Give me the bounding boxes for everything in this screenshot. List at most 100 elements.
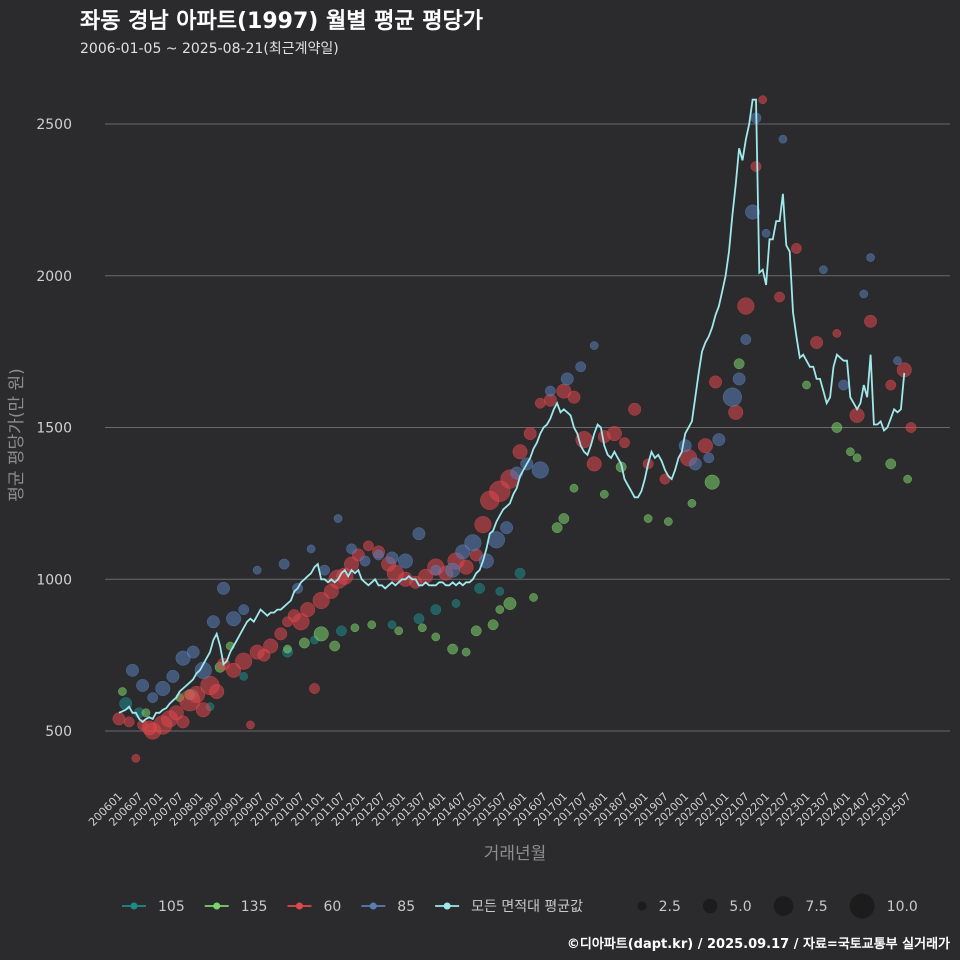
- point-85: [838, 379, 849, 391]
- point-105: [451, 599, 461, 608]
- legend-label: 105: [158, 899, 185, 915]
- point-60: [864, 314, 878, 328]
- y-grid: [105, 123, 950, 732]
- point-105: [387, 620, 397, 630]
- y-axis-label: 평균 평당가(만 원): [7, 368, 27, 502]
- point-85: [306, 544, 316, 554]
- point-85: [385, 551, 399, 565]
- point-60: [697, 438, 713, 454]
- x-axis-label: 거래년월: [484, 844, 547, 864]
- point-85: [531, 461, 549, 479]
- point-135: [394, 626, 404, 636]
- point-85: [740, 334, 752, 345]
- point-135: [551, 522, 563, 534]
- point-135: [599, 489, 609, 499]
- point-135: [431, 632, 441, 642]
- point-85: [445, 562, 461, 578]
- point-60: [523, 427, 537, 441]
- point-85: [136, 679, 150, 692]
- legend-label: 모든 면적대 평균값: [471, 899, 583, 915]
- legend: 105 135 60 85 모든 면적대 평균값: [122, 899, 583, 915]
- point-85: [359, 555, 371, 567]
- point-85: [206, 615, 220, 629]
- point-60: [187, 686, 206, 704]
- point-135: [903, 474, 912, 484]
- point-85: [575, 361, 587, 373]
- point-60: [791, 243, 802, 254]
- point-85: [333, 514, 343, 523]
- point-135: [329, 640, 341, 652]
- point-105: [239, 672, 249, 681]
- point-60: [832, 329, 842, 338]
- point-135: [852, 453, 862, 463]
- point-105: [474, 582, 486, 594]
- chart-subtitle: 2006-01-05 ~ 2025-08-21(최근계약일): [80, 41, 339, 57]
- point-60: [458, 559, 474, 575]
- point-105: [495, 587, 505, 596]
- size-legend-circle: [773, 896, 794, 916]
- point-135: [461, 647, 471, 657]
- point-60: [131, 753, 141, 763]
- point-135: [283, 644, 292, 654]
- point-85: [346, 543, 357, 555]
- point-60: [810, 336, 824, 349]
- point-85: [893, 356, 902, 366]
- point-60: [246, 720, 255, 730]
- point-85: [226, 611, 242, 627]
- point-135: [704, 474, 720, 490]
- point-85: [678, 439, 692, 453]
- point-85: [778, 134, 788, 144]
- point-85: [589, 341, 599, 350]
- point-85: [712, 433, 726, 447]
- point-60: [336, 567, 354, 585]
- size-legend: 2.5 5.0 7.5 10.0: [637, 893, 918, 919]
- point-135: [802, 380, 811, 390]
- point-105: [413, 613, 425, 625]
- point-60: [123, 716, 135, 728]
- point-85: [238, 604, 250, 615]
- point-135: [503, 597, 517, 610]
- point-85: [397, 553, 413, 569]
- point-60: [112, 712, 126, 726]
- point-85: [278, 558, 290, 570]
- point-85: [464, 534, 482, 552]
- point-60: [709, 375, 722, 389]
- point-85: [560, 372, 574, 386]
- point-135: [687, 499, 697, 508]
- size-legend-circle: [849, 893, 875, 919]
- point-135: [643, 514, 653, 523]
- point-135: [885, 458, 897, 470]
- point-85: [722, 387, 742, 407]
- point-135: [350, 623, 360, 633]
- point-85: [859, 289, 869, 299]
- point-85: [186, 645, 200, 659]
- point-85: [500, 521, 514, 535]
- point-135: [569, 483, 579, 493]
- point-85: [761, 228, 771, 238]
- legend-marker: [295, 902, 303, 910]
- size-legend-circle: [702, 898, 718, 914]
- point-135: [558, 513, 570, 524]
- point-60: [567, 390, 581, 404]
- y-tick-label: 1000: [36, 572, 72, 588]
- size-legend-label: 10.0: [887, 899, 918, 915]
- point-135: [141, 708, 151, 718]
- point-60: [737, 297, 755, 315]
- point-60: [274, 627, 288, 641]
- point-85: [166, 669, 180, 683]
- point-60: [606, 426, 622, 442]
- point-60: [774, 291, 785, 303]
- footer-credit: ©디아파트(dapt.kr) / 2025.09.17 / 자료=국토교통부 실…: [567, 936, 950, 952]
- size-legend-label: 5.0: [729, 899, 751, 915]
- legend-marker: [130, 902, 138, 910]
- size-legend-label: 2.5: [659, 899, 681, 915]
- point-60: [534, 397, 546, 409]
- point-85: [732, 372, 746, 386]
- point-60: [309, 683, 320, 694]
- legend-label: 60: [323, 899, 341, 915]
- point-135: [470, 625, 482, 637]
- point-60: [728, 404, 744, 420]
- point-135: [313, 626, 329, 642]
